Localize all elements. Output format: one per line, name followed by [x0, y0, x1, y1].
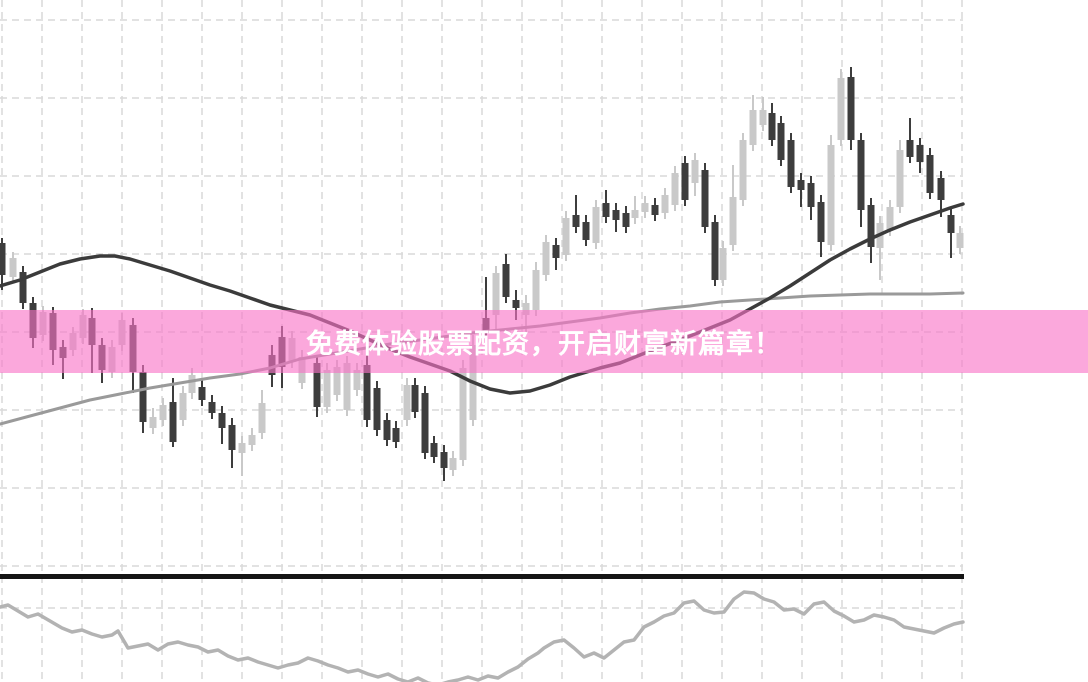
indicator-line — [0, 590, 965, 682]
promo-banner[interactable]: 免费体验股票配资，开启财富新篇章！ — [0, 310, 1088, 373]
promo-banner-text: 免费体验股票配资，开启财富新篇章！ — [306, 329, 782, 359]
promo-banner-overlay — [0, 310, 1088, 373]
panel-separator-line — [0, 574, 964, 579]
candle-series — [0, 67, 964, 481]
